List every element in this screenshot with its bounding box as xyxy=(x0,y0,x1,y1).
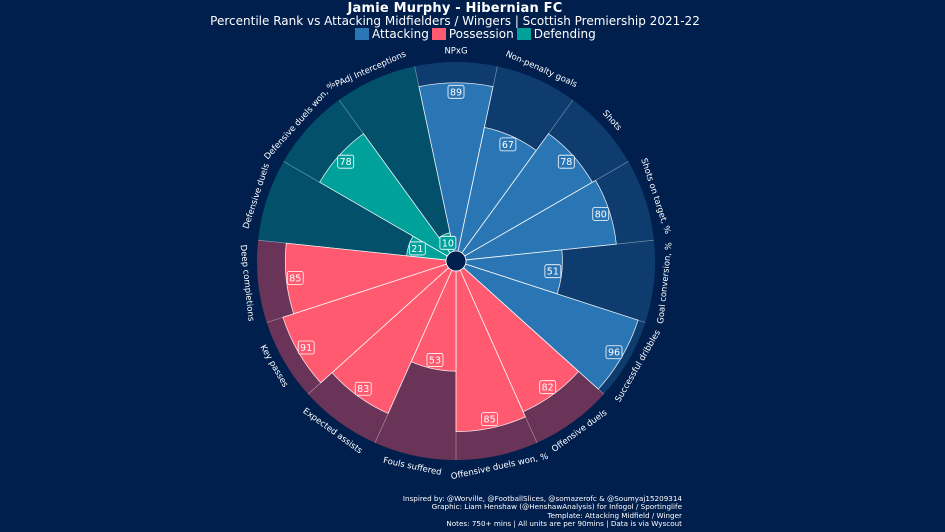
value-box xyxy=(499,137,517,152)
separator-line xyxy=(338,99,451,254)
legend-swatch-defending xyxy=(516,28,531,40)
legend-item-defending: Defending xyxy=(516,27,596,41)
credit-line: Notes: 750+ mins | All units are per 90m… xyxy=(446,519,682,529)
separator-layer xyxy=(258,66,654,460)
value-label-key-passes: 91 xyxy=(297,340,315,355)
track-padj-interceptions xyxy=(339,66,454,253)
value-label-successful-dribbles: 96 xyxy=(605,345,623,360)
separator-line xyxy=(465,263,646,323)
value-label-defensive-duels-won: 78 xyxy=(337,154,355,169)
value-box xyxy=(592,207,610,221)
value-label-non-penalty-goals: 67 xyxy=(499,137,517,152)
value-text: 78 xyxy=(560,157,572,168)
value-label-shots-on-target: 80 xyxy=(592,207,610,221)
separator-line xyxy=(258,239,447,261)
value-box xyxy=(337,154,355,169)
value-text: 89 xyxy=(450,87,462,98)
value-text: 53 xyxy=(429,355,441,366)
value-label-defensive-duels: 21 xyxy=(408,241,426,256)
value-box xyxy=(297,340,315,355)
track-defensive-duels xyxy=(258,161,448,260)
chart-subtitle: Percentile Rank vs Attacking Midfielders… xyxy=(210,14,700,28)
value-box xyxy=(426,353,444,367)
separator-line xyxy=(283,161,448,257)
value-box xyxy=(481,412,499,427)
value-text: 91 xyxy=(300,343,312,354)
value-label-npxg: 89 xyxy=(447,84,465,99)
center-hole xyxy=(445,250,467,272)
value-text: 67 xyxy=(502,140,514,151)
value-text: 21 xyxy=(411,244,423,255)
value-label-padj-interceptions: 10 xyxy=(439,235,457,250)
separator-line xyxy=(307,267,449,395)
value-box xyxy=(605,345,623,360)
separator-line xyxy=(457,66,498,252)
metric-label-deep-completions: Deep completions xyxy=(238,244,256,322)
value-label-expected-assists: 83 xyxy=(354,381,372,396)
separator-line xyxy=(459,270,538,443)
separator-line xyxy=(414,66,455,252)
value-label-offensive-duels: 82 xyxy=(539,380,557,395)
separator-line xyxy=(461,99,574,254)
value-label-shots: 78 xyxy=(557,154,575,169)
value-label-goal-conversion: 51 xyxy=(544,264,562,279)
metric-label-goal-conversion: Goal conversion, % xyxy=(656,242,675,325)
separator-line xyxy=(464,161,629,257)
value-label-deep-completions: 85 xyxy=(286,270,304,285)
value-text: 83 xyxy=(357,384,369,395)
separator-line xyxy=(374,270,453,443)
value-box xyxy=(408,241,426,256)
credit-line: Template: Attacking Midfield / Winger xyxy=(547,510,682,520)
separator-line xyxy=(266,263,447,323)
value-text: 51 xyxy=(547,267,559,278)
legend-swatch-attacking xyxy=(355,28,369,40)
value-label-offensive-duels-won: 85 xyxy=(481,412,499,427)
legend-label-defending: Defending xyxy=(533,27,596,41)
separator-line xyxy=(465,239,654,261)
value-text: 85 xyxy=(289,273,301,284)
legend-swatch-possession xyxy=(431,28,446,40)
credit-line: Graphic: Liam Henshaw (@HenshawAnalysis)… xyxy=(431,502,682,512)
value-text: 82 xyxy=(542,383,554,394)
legend-item-attacking: Attacking xyxy=(355,27,429,41)
value-box xyxy=(544,264,562,279)
value-text: 85 xyxy=(484,415,496,426)
legend: Attacking Possession Defending xyxy=(355,27,599,41)
value-box xyxy=(447,84,465,99)
value-label-layer: 89 67 78 80 51 96 82 85 53 83 91 85 21 78 10 xyxy=(286,84,623,427)
credits: Inspired by: @Worville, @FootballSlices,… xyxy=(402,494,682,529)
separator-line xyxy=(463,267,605,395)
value-box xyxy=(439,235,457,250)
value-box xyxy=(354,381,372,396)
value-text: 78 xyxy=(340,157,352,168)
legend-label-possession: Possession xyxy=(448,27,514,41)
value-box xyxy=(557,154,575,169)
credit-line: Inspired by: @Worville, @FootballSlices,… xyxy=(402,494,682,503)
value-box xyxy=(286,270,304,285)
value-text: 10 xyxy=(442,238,454,249)
legend-item-possession: Possession xyxy=(431,27,514,41)
metric-label-npxg: NPxG xyxy=(444,47,467,57)
value-text: 80 xyxy=(595,209,607,220)
chart-title: Jamie Murphy - Hibernian FC xyxy=(347,1,563,16)
legend-label-attacking: Attacking xyxy=(372,27,429,41)
value-label-fouls-suffered: 53 xyxy=(426,353,444,367)
value-box xyxy=(539,380,557,395)
value-text: 96 xyxy=(608,348,620,359)
metric-label-fouls-suffered: Fouls suffered xyxy=(382,456,442,478)
